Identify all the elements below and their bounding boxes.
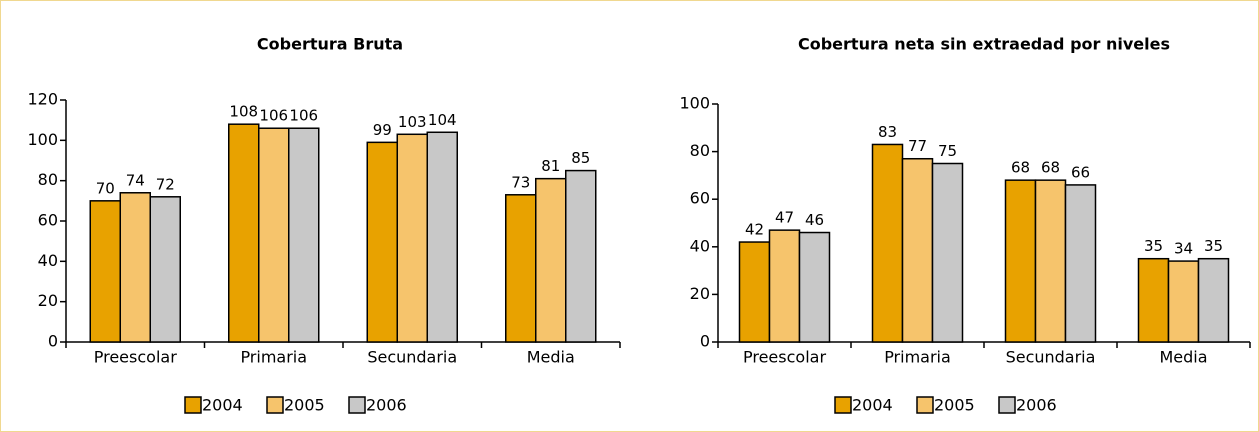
x-tick-label: Secundaria: [1006, 348, 1096, 367]
bar: [1034, 179, 1067, 343]
value-label: 106: [289, 107, 318, 125]
y-tick-label: 100: [679, 94, 710, 113]
value-label: 66: [1071, 163, 1090, 181]
bar: [89, 200, 121, 343]
value-label: 104: [428, 111, 457, 129]
y-tick-label: 80: [690, 141, 710, 160]
x-tick-label: Primaria: [240, 348, 307, 367]
bar: [366, 141, 398, 343]
x-tick-label: Secundaria: [367, 348, 457, 367]
legend-swatch: [266, 396, 284, 414]
value-label: 70: [96, 179, 115, 197]
legend-label: 2005: [934, 396, 975, 415]
bar: [426, 131, 458, 343]
legend-label: 2005: [284, 396, 325, 415]
value-label: 83: [878, 123, 897, 141]
value-label: 85: [571, 149, 590, 167]
bar: [901, 157, 934, 343]
value-label: 74: [126, 171, 145, 189]
y-tick-label: 40: [38, 251, 58, 270]
value-label: 106: [259, 107, 288, 125]
bar: [505, 194, 537, 343]
legend-swatch: [184, 396, 202, 414]
value-label: 103: [398, 113, 427, 131]
y-tick-label: 100: [27, 130, 58, 149]
y-tick-label: 40: [690, 236, 710, 255]
y-tick-label: 20: [38, 291, 58, 310]
value-label: 35: [1144, 237, 1163, 255]
bar: [258, 127, 290, 343]
chart-title: Cobertura Bruta: [257, 35, 403, 54]
chart-title: Cobertura neta sin extraedad por niveles: [798, 35, 1170, 54]
value-label: 81: [541, 157, 560, 175]
y-tick-label: 60: [38, 211, 58, 230]
x-tick-label: Preescolar: [743, 348, 826, 367]
x-tick-label: Media: [1159, 348, 1207, 367]
bar: [768, 229, 801, 343]
bar: [119, 192, 151, 343]
value-label: 73: [511, 173, 530, 191]
x-tick-label: Primaria: [884, 348, 951, 367]
legend-label: 2006: [1016, 396, 1057, 415]
y-tick-label: 0: [700, 332, 710, 351]
value-label: 75: [938, 142, 957, 160]
value-label: 108: [229, 103, 258, 121]
bar: [1167, 260, 1200, 343]
legend-label: 2006: [366, 396, 407, 415]
x-tick-label: Preescolar: [94, 348, 177, 367]
y-tick-label: 20: [690, 284, 710, 303]
bar: [1137, 257, 1170, 343]
value-label: 46: [805, 211, 824, 229]
legend-label: 2004: [202, 396, 243, 415]
bar: [1064, 184, 1097, 343]
y-tick-label: 80: [38, 170, 58, 189]
bar: [931, 162, 964, 343]
bar: [871, 143, 904, 343]
legend-swatch: [998, 396, 1016, 414]
y-tick-label: 60: [690, 189, 710, 208]
bar: [738, 241, 771, 343]
value-label: 34: [1174, 240, 1193, 258]
legend-label: 2004: [852, 396, 893, 415]
bar: [228, 123, 260, 343]
value-label: 77: [908, 137, 927, 155]
value-label: 99: [373, 121, 392, 139]
value-label: 47: [775, 209, 794, 227]
bar: [565, 169, 597, 343]
bar: [535, 177, 567, 343]
value-label: 72: [156, 175, 175, 193]
value-label: 68: [1011, 159, 1030, 177]
bar: [396, 133, 428, 343]
bar: [149, 196, 181, 343]
legend-swatch: [834, 396, 852, 414]
y-tick-label: 0: [48, 332, 58, 351]
y-tick-label: 120: [27, 90, 58, 109]
bar: [1004, 179, 1037, 343]
bar: [288, 127, 320, 343]
value-label: 68: [1041, 159, 1060, 177]
bar: [1197, 257, 1230, 343]
value-label: 42: [745, 221, 764, 239]
legend-swatch: [916, 396, 934, 414]
legend-swatch: [348, 396, 366, 414]
bar: [798, 231, 831, 343]
value-label: 35: [1204, 237, 1223, 255]
x-tick-label: Media: [527, 348, 575, 367]
